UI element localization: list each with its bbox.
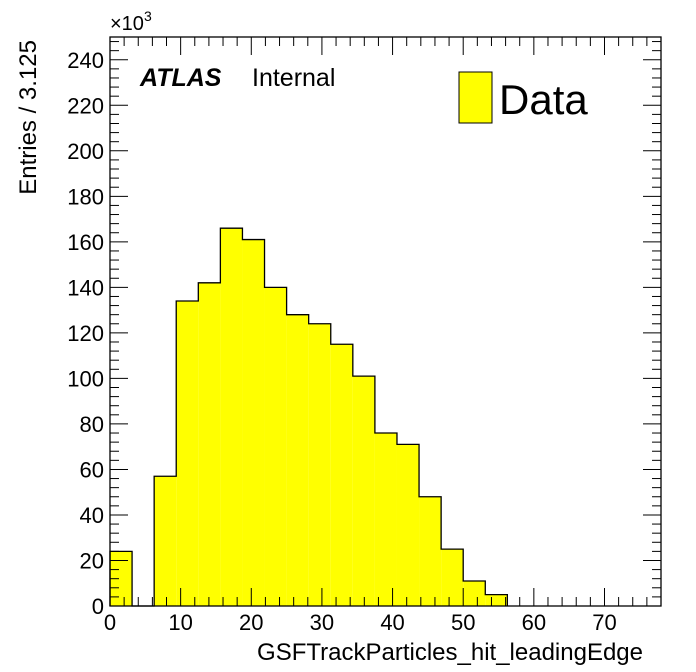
y-axis-title: Entries / 3.125 [15,40,42,195]
x-axis-title: GSFTrackParticles_hit_leadingEdge [257,639,643,666]
axes-layer: 0 10 20 30 40 50 60 70 0 20 40 60 80 100 120 140 160 180 2… [67,36,662,635]
histogram-bin [419,496,442,606]
histogram-outline [109,227,509,607]
histogram-bin [286,314,309,606]
histogram-bin [374,433,397,606]
y-tick-label: 120 [67,321,104,346]
legend: Data [458,71,588,124]
histogram-bin [396,444,420,606]
histogram-bin [220,228,243,606]
histogram-bin [110,551,133,606]
y-tick-label: 60 [80,457,104,482]
histogram-bin [308,323,331,606]
histogram-bin [176,301,199,606]
x-tick-label: 40 [380,610,404,635]
bars-layer [109,227,509,607]
x-tick-label: 0 [104,610,116,635]
histogram-bin [330,344,353,606]
x-tick-label: 10 [168,610,192,635]
y-tick-label: 180 [67,184,104,209]
atlas-sublabel: Internal [252,64,335,92]
histogram-bin [264,287,287,606]
y-tick-label: 80 [80,412,104,437]
y-multiplier-base: ×10 [110,13,144,35]
y-multiplier-exponent: 3 [144,8,152,24]
y-tick-label: 40 [80,503,104,528]
y-tick-label: 100 [67,366,104,391]
histogram-bin [485,594,508,606]
histogram-bin [352,376,375,606]
histogram-bin [154,476,177,606]
labels-layer: ×103 ATLAS Internal GSFTrackParticles_hi… [15,8,643,666]
x-tick-label: 50 [451,610,475,635]
y-tick-label: 200 [67,139,104,164]
y-tick-label: 160 [67,230,104,255]
histogram-bin [242,239,265,606]
histogram-bin [463,580,486,606]
x-tick-label: 30 [310,610,334,635]
y-tick-label: 240 [67,48,104,73]
y-tick-label: 20 [80,548,104,573]
x-tick-label: 60 [522,610,546,635]
histogram-bin [441,549,464,606]
y-tick-label: 220 [67,93,104,118]
legend-swatch-data [458,71,493,124]
x-tick-label: 70 [592,610,616,635]
atlas-label: ATLAS [139,64,222,92]
plot-frame [109,36,662,607]
legend-label-data: Data [499,76,588,123]
x-tick-label: 20 [239,610,263,635]
y-tick-label: 140 [67,275,104,300]
y-tick-label: 0 [92,594,104,619]
histogram-bin [198,282,221,606]
y-multiplier-label: ×103 [110,8,152,35]
